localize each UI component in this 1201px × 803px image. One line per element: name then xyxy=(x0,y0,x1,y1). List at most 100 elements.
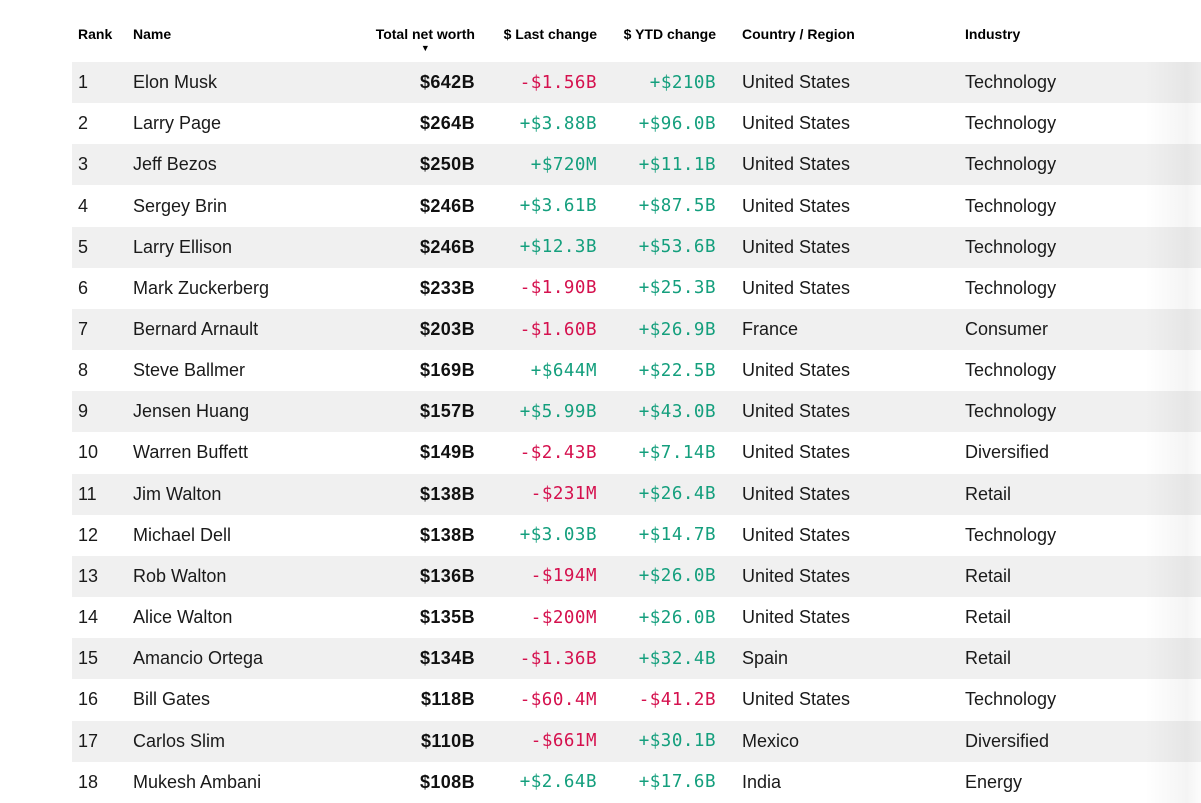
industry-cell: Diversified xyxy=(965,730,1050,751)
rank-cell: 3 xyxy=(78,154,89,175)
ytd-change-cell: +$87.5B xyxy=(638,196,716,217)
name-cell: Rob Walton xyxy=(133,565,227,586)
networth-cell: $203B xyxy=(419,319,475,340)
table-row: 3 Jeff Bezos $250B +$720M +$11.1B United… xyxy=(72,144,1201,186)
ytd-change-cell: +$11.1B xyxy=(638,154,716,175)
country-cell: United States xyxy=(742,689,851,710)
last-change-cell: -$231M xyxy=(530,484,597,505)
country-cell: United States xyxy=(742,72,851,93)
rank-cell: 11 xyxy=(78,483,97,504)
country-cell: United States xyxy=(742,524,851,545)
table-body: 1 Elon Musk $642B -$1.56B +$210B United … xyxy=(72,62,1201,803)
column-header-last-change[interactable]: $ Last change xyxy=(503,26,597,42)
networth-cell: $250B xyxy=(419,154,475,175)
networth-cell: $157B xyxy=(419,401,475,422)
industry-cell: Technology xyxy=(965,195,1057,216)
networth-cell: $169B xyxy=(419,360,475,381)
networth-cell: $108B xyxy=(419,771,475,792)
column-header-rank[interactable]: Rank xyxy=(78,26,113,42)
name-cell: Elon Musk xyxy=(133,72,218,93)
table-row: 9 Jensen Huang $157B +$5.99B +$43.0B Uni… xyxy=(72,391,1201,433)
ytd-change-cell: +$26.4B xyxy=(638,484,716,505)
last-change-cell: -$60.4M xyxy=(519,689,597,710)
last-change-cell: +$3.03B xyxy=(519,525,597,546)
column-header-networth-label: Total net worth xyxy=(375,26,475,42)
rank-cell: 16 xyxy=(78,689,99,710)
industry-cell: Technology xyxy=(965,360,1057,381)
industry-cell: Retail xyxy=(965,607,1012,628)
country-cell: Mexico xyxy=(742,730,800,751)
name-cell: Amancio Ortega xyxy=(133,648,264,669)
last-change-cell: -$2.43B xyxy=(519,442,597,463)
industry-cell: Consumer xyxy=(965,319,1049,340)
ytd-change-cell: +$25.3B xyxy=(638,278,716,299)
ytd-change-cell: +$96.0B xyxy=(638,113,716,134)
name-cell: Larry Ellison xyxy=(133,236,233,257)
table-row: 4 Sergey Brin $246B +$3.61B +$87.5B Unit… xyxy=(72,185,1201,226)
column-header-ytd-change[interactable]: $ YTD change xyxy=(623,26,716,42)
ytd-change-cell: +$32.4B xyxy=(638,648,716,669)
ytd-change-cell: +$210B xyxy=(649,72,716,93)
last-change-cell: +$3.88B xyxy=(519,113,597,134)
name-cell: Jensen Huang xyxy=(133,401,250,422)
industry-cell: Diversified xyxy=(965,442,1050,463)
networth-cell: $642B xyxy=(419,72,475,93)
country-cell: India xyxy=(742,771,782,792)
networth-cell: $246B xyxy=(419,236,475,257)
industry-cell: Technology xyxy=(965,154,1057,175)
networth-cell: $135B xyxy=(419,607,475,628)
last-change-cell: -$1.56B xyxy=(519,72,597,93)
last-change-cell: +$644M xyxy=(530,360,597,381)
name-cell: Larry Page xyxy=(133,113,222,134)
rank-cell: 2 xyxy=(78,113,89,134)
ytd-change-cell: +$43.0B xyxy=(638,401,716,422)
table-row: 10 Warren Buffett $149B -$2.43B +$7.14B … xyxy=(72,432,1201,473)
table-row: 18 Mukesh Ambani $108B +$2.64B +$17.6B I… xyxy=(72,762,1201,803)
networth-cell: $264B xyxy=(419,113,475,134)
industry-cell: Technology xyxy=(965,236,1057,257)
ytd-change-cell: +$14.7B xyxy=(638,525,716,546)
country-cell: United States xyxy=(742,360,851,381)
last-change-cell: -$1.36B xyxy=(519,648,597,669)
column-header-name[interactable]: Name xyxy=(133,26,172,42)
rank-cell: 9 xyxy=(78,401,89,422)
ytd-change-cell: +$17.6B xyxy=(638,772,716,793)
last-change-cell: +$12.3B xyxy=(519,237,597,258)
ytd-change-cell: +$26.9B xyxy=(638,319,716,340)
table-row: 7 Bernard Arnault $203B -$1.60B +$26.9B … xyxy=(72,308,1201,351)
last-change-cell: -$1.90B xyxy=(519,278,597,299)
country-cell: United States xyxy=(742,483,851,504)
table-row: 11 Jim Walton $138B -$231M +$26.4B Unite… xyxy=(72,473,1201,515)
ytd-change-cell: -$41.2B xyxy=(638,689,716,710)
country-cell: United States xyxy=(742,277,851,298)
rank-cell: 13 xyxy=(78,565,99,586)
sort-descending-icon: ▼ xyxy=(420,43,430,53)
table-row: 8 Steve Ballmer $169B +$644M +$22.5B Uni… xyxy=(72,350,1201,391)
table-header: Rank Name Total net worth ▼ $ Last chang… xyxy=(72,0,1201,62)
last-change-cell: -$200M xyxy=(530,607,597,628)
column-header-country[interactable]: Country / Region xyxy=(742,26,855,42)
ytd-change-cell: +$7.14B xyxy=(638,442,716,463)
country-cell: France xyxy=(742,319,799,340)
rank-cell: 18 xyxy=(78,771,99,792)
networth-cell: $138B xyxy=(419,483,475,504)
column-header-networth[interactable]: Total net worth ▼ xyxy=(372,0,482,62)
rank-cell: 7 xyxy=(78,319,89,340)
name-cell: Steve Ballmer xyxy=(133,360,246,381)
name-cell: Bernard Arnault xyxy=(133,319,259,340)
name-cell: Bill Gates xyxy=(133,689,211,710)
country-cell: United States xyxy=(742,565,851,586)
column-header-industry[interactable]: Industry xyxy=(965,26,1021,42)
ytd-change-cell: +$26.0B xyxy=(638,566,716,587)
table-row: 17 Carlos Slim $110B -$661M +$30.1B Mexi… xyxy=(72,720,1201,762)
rank-cell: 6 xyxy=(78,277,89,298)
name-cell: Mark Zuckerberg xyxy=(133,277,270,298)
rank-cell: 1 xyxy=(78,72,89,93)
industry-cell: Energy xyxy=(965,771,1023,792)
billionaires-ranking-table: Rank Name Total net worth ▼ $ Last chang… xyxy=(72,0,1201,803)
country-cell: United States xyxy=(742,401,851,422)
networth-cell: $136B xyxy=(419,565,475,586)
ytd-change-cell: +$53.6B xyxy=(638,237,716,258)
industry-cell: Technology xyxy=(965,113,1057,134)
table-row: 16 Bill Gates $118B -$60.4M -$41.2B Unit… xyxy=(72,679,1201,720)
